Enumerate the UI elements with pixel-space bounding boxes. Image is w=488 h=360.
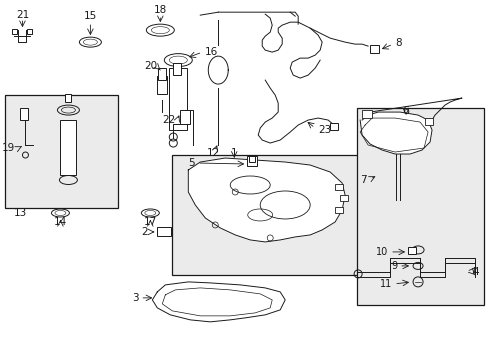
Bar (249, 156, 255, 162)
Text: 7: 7 (360, 175, 366, 185)
Text: 21: 21 (16, 10, 29, 20)
Bar (173, 63, 181, 75)
Bar (356, 108, 483, 305)
Bar (5, 95, 118, 208)
Text: 22: 22 (162, 115, 175, 125)
Text: 18: 18 (153, 5, 166, 15)
Text: 19: 19 (2, 143, 16, 153)
Bar (12, 29, 18, 34)
Bar (65, 94, 71, 102)
Text: 13: 13 (14, 208, 27, 218)
Bar (169, 68, 187, 130)
Bar (407, 247, 415, 254)
Text: 9: 9 (390, 261, 396, 271)
Polygon shape (359, 112, 431, 154)
Bar (329, 123, 338, 130)
Bar (61, 120, 76, 175)
Text: 6: 6 (402, 106, 409, 116)
Text: 11: 11 (379, 279, 391, 289)
Text: 10: 10 (375, 247, 387, 257)
Bar (247, 156, 257, 166)
Bar (157, 227, 171, 236)
Text: 1: 1 (230, 148, 237, 158)
Bar (424, 118, 432, 125)
Bar (180, 110, 190, 124)
Text: 17: 17 (143, 217, 157, 227)
Text: 2: 2 (142, 227, 148, 237)
Text: 23: 23 (318, 125, 331, 135)
Bar (27, 29, 32, 34)
Bar (158, 68, 166, 80)
Bar (362, 110, 371, 118)
Polygon shape (188, 158, 345, 242)
Text: 16: 16 (205, 47, 218, 57)
Bar (369, 45, 378, 53)
Bar (20, 108, 28, 120)
Bar (334, 184, 343, 190)
Text: 8: 8 (394, 38, 401, 48)
Text: 14: 14 (54, 217, 67, 227)
Bar (340, 195, 347, 201)
Polygon shape (152, 282, 285, 322)
Text: 4: 4 (471, 267, 478, 277)
Bar (334, 207, 343, 213)
Text: 3: 3 (131, 293, 138, 303)
Bar (157, 76, 167, 94)
Bar (172, 155, 357, 275)
Text: 12: 12 (206, 148, 220, 158)
Text: 20: 20 (144, 61, 157, 71)
Text: 15: 15 (83, 11, 97, 21)
Text: 5: 5 (188, 158, 195, 168)
